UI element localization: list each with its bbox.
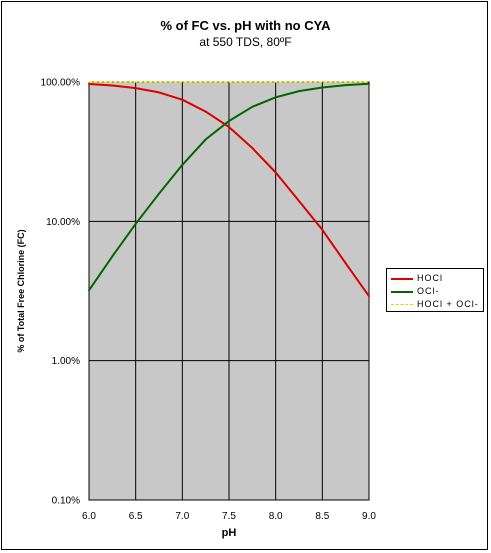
x-axis-label: pH bbox=[222, 527, 237, 539]
y-tick-label: 100.00% bbox=[41, 78, 81, 89]
y-axis-label: % of Total Free Chlorine (FC) bbox=[16, 229, 26, 352]
x-tick-labels: 6.0 6.5 7.0 7.5 8.0 8.5 9.0 bbox=[82, 511, 376, 522]
y-tick-label: 0.10% bbox=[52, 496, 80, 507]
legend-swatch-ocl bbox=[391, 291, 413, 293]
x-tick-label: 6.0 bbox=[82, 511, 96, 522]
x-tick-label: 7.0 bbox=[175, 511, 189, 522]
legend-label-total: HOCl + OCl- bbox=[417, 299, 479, 309]
legend: HOCl OCl- HOCl + OCl- bbox=[386, 268, 484, 312]
y-tick-label: 10.00% bbox=[46, 217, 80, 228]
y-tick-label: 1.00% bbox=[52, 356, 80, 367]
legend-swatch-total bbox=[391, 304, 413, 305]
x-tick-label: 8.5 bbox=[315, 511, 329, 522]
series-layer bbox=[88, 81, 370, 298]
x-tick-label: 7.5 bbox=[222, 511, 236, 522]
legend-label-hocl: HOCl bbox=[417, 273, 443, 283]
y-tick-labels: 0.10% 1.00% 10.00% 100.00% bbox=[41, 78, 81, 507]
legend-label-ocl: OCl- bbox=[417, 286, 440, 296]
chart-title: % of FC vs. pH with no CYA bbox=[160, 18, 331, 33]
x-tick-label: 9.0 bbox=[362, 511, 376, 522]
x-tick-label: 6.5 bbox=[129, 511, 143, 522]
series-hocl-line bbox=[88, 83, 370, 298]
x-tick-label: 8.0 bbox=[269, 511, 283, 522]
series-ocl-line bbox=[88, 82, 370, 292]
chart-subtitle: at 550 TDS, 80ºF bbox=[199, 35, 292, 49]
legend-swatch-hocl bbox=[391, 278, 413, 280]
